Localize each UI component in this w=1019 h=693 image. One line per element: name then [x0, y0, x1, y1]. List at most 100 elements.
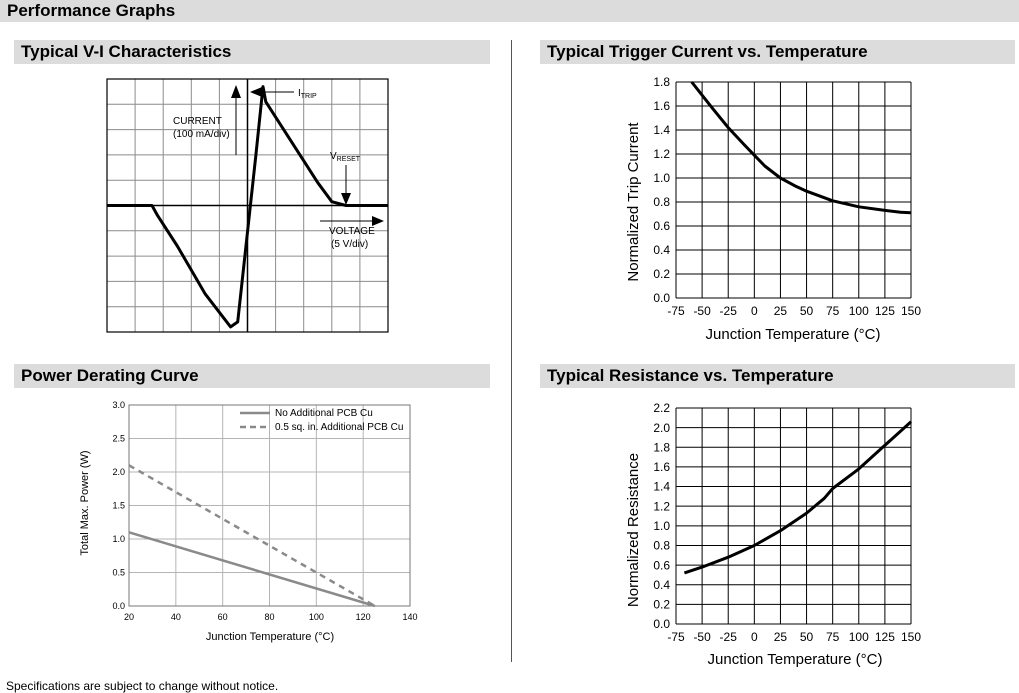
res-xtick-label: -75 — [667, 630, 685, 644]
trip-ytick-label: 1.6 — [653, 99, 670, 113]
res-xlabel: Junction Temperature (°C) — [708, 651, 883, 668]
current-arrow-head — [231, 85, 241, 98]
res-xtick-label: 75 — [826, 630, 840, 644]
current-label-line1: CURRENT — [173, 116, 222, 127]
power-series — [128, 464, 376, 608]
resistance-grid — [675, 407, 912, 625]
power-xlabel: Junction Temperature (°C) — [206, 631, 334, 643]
legend-label-no-cu: No Additional PCB Cu — [275, 408, 373, 419]
res-xtick-label: -25 — [720, 630, 738, 644]
reset-label: VRESET — [330, 151, 361, 163]
res-xtick-label: 125 — [875, 630, 895, 644]
power-ytick-label: 3.0 — [112, 400, 125, 410]
series-cu-line — [128, 464, 376, 608]
res-ytick-label: 0.6 — [653, 558, 670, 572]
power-tick-labels: 20 40 60 80 100 120 140 0.0 0.5 1.0 1.5 2.0 2.5 3.0 — [112, 400, 417, 622]
trip-ytick-label: 1.0 — [653, 171, 670, 185]
power-ytick-label: 1.0 — [112, 534, 125, 544]
res-ytick-label: 0.2 — [653, 598, 670, 612]
res-xtick-label: 100 — [849, 630, 869, 644]
trip-ytick-label: 1.4 — [653, 123, 670, 137]
res-ytick-label: 1.0 — [653, 519, 670, 533]
power-xtick-label: 100 — [309, 612, 324, 622]
power-ytick-label: 2.5 — [112, 434, 125, 444]
res-ytick-label: 0.8 — [653, 539, 670, 553]
trip-arrow-head — [250, 87, 262, 97]
column-divider — [511, 40, 512, 662]
power-xtick-label: 140 — [402, 612, 417, 622]
voltage-label-line2: (5 V/div) — [331, 239, 368, 250]
trip-xtick-label: -50 — [693, 304, 711, 318]
vi-axes — [106, 78, 389, 333]
trip-ytick-label: 0.2 — [653, 267, 670, 281]
power-legend: No Additional PCB Cu 0.5 sq. in. Additio… — [240, 408, 403, 433]
resistance-tick-labels: -75 -50 -25 0 25 50 75 100 125 150 0.0 0.2 0.4 0.6 0.8… — [653, 401, 921, 644]
trip-ytick-label: 0.6 — [653, 219, 670, 233]
power-chart-title: Power Derating Curve — [14, 364, 490, 388]
trip-grid — [675, 81, 912, 299]
res-ytick-label: 0.4 — [653, 578, 670, 592]
res-ytick-label: 2.0 — [653, 421, 670, 435]
power-ytick-label: 1.5 — [112, 501, 125, 511]
trip-current-curve — [690, 81, 912, 215]
trip-xtick-label: -75 — [667, 304, 685, 318]
vi-frame — [106, 78, 389, 333]
trip-xlabel: Junction Temperature (°C) — [706, 326, 881, 343]
trip-ytick-label: 0.0 — [653, 291, 670, 305]
resistance-chart-title: Typical Resistance vs. Temperature — [540, 364, 1015, 388]
vi-annotations: CURRENT (100 mA/div) ITRIP VRESET VOLTAG… — [173, 85, 384, 250]
trip-tick-labels: -75 -50 -25 0 25 50 75 100 125 150 0.0 0.2 0.4 0.6 0.8… — [653, 75, 921, 318]
voltage-arrow-head — [372, 216, 384, 226]
res-xtick-label: -50 — [693, 630, 711, 644]
reset-arrow-head — [341, 193, 351, 205]
res-ylabel: Normalized Resistance — [625, 453, 642, 607]
power-xtick-label: 120 — [356, 612, 371, 622]
trip-xtick-label: 50 — [800, 304, 814, 318]
vi-chart-title: Typical V-I Characteristics — [14, 40, 490, 64]
power-grid — [128, 404, 411, 607]
trip-xtick-label: 0 — [751, 304, 758, 318]
trip-ylabel: Normalized Trip Current — [625, 122, 642, 282]
trip-xtick-label: 100 — [849, 304, 869, 318]
vi-grid — [106, 78, 389, 333]
power-xtick-label: 40 — [171, 612, 181, 622]
power-xtick-label: 60 — [218, 612, 228, 622]
trip-xtick-label: 150 — [901, 304, 921, 318]
trip-xtick-label: 25 — [774, 304, 788, 318]
resistance-curve — [683, 420, 913, 575]
res-ytick-label: 1.2 — [653, 499, 670, 513]
vi-curve — [107, 85, 388, 329]
trip-xtick-label: -25 — [720, 304, 738, 318]
footer-note: Specifications are subject to change wit… — [6, 679, 279, 693]
trip-chart-title: Typical Trigger Current vs. Temperature — [540, 40, 1015, 64]
res-ytick-label: 1.8 — [653, 440, 670, 454]
voltage-label-line1: VOLTAGE — [329, 226, 375, 237]
res-ytick-label: 0.0 — [653, 617, 670, 631]
trip-ytick-label: 0.8 — [653, 195, 670, 209]
res-xtick-label: 150 — [901, 630, 921, 644]
trip-ytick-label: 1.2 — [653, 147, 670, 161]
legend-label-cu: 0.5 sq. in. Additional PCB Cu — [275, 422, 403, 433]
power-frame — [128, 404, 411, 607]
power-ytick-label: 0.5 — [112, 568, 125, 578]
res-xtick-label: 25 — [774, 630, 788, 644]
power-ytick-label: 0.0 — [112, 601, 125, 611]
res-ytick-label: 1.6 — [653, 460, 670, 474]
power-xtick-label: 20 — [124, 612, 134, 622]
res-ytick-label: 1.4 — [653, 480, 670, 494]
trip-label: ITRIP — [298, 88, 317, 100]
power-ylabel: Total Max. Power (W) — [79, 450, 91, 555]
res-ytick-label: 2.2 — [653, 401, 670, 415]
power-xtick-label: 80 — [264, 612, 274, 622]
power-ytick-label: 2.0 — [112, 467, 125, 477]
page-title: Performance Graphs — [0, 0, 1019, 22]
current-label-line2: (100 mA/div) — [173, 129, 230, 140]
res-xtick-label: 50 — [800, 630, 814, 644]
series-no-cu-line — [128, 531, 376, 608]
trip-ytick-label: 1.8 — [653, 75, 670, 89]
res-xtick-label: 0 — [751, 630, 758, 644]
